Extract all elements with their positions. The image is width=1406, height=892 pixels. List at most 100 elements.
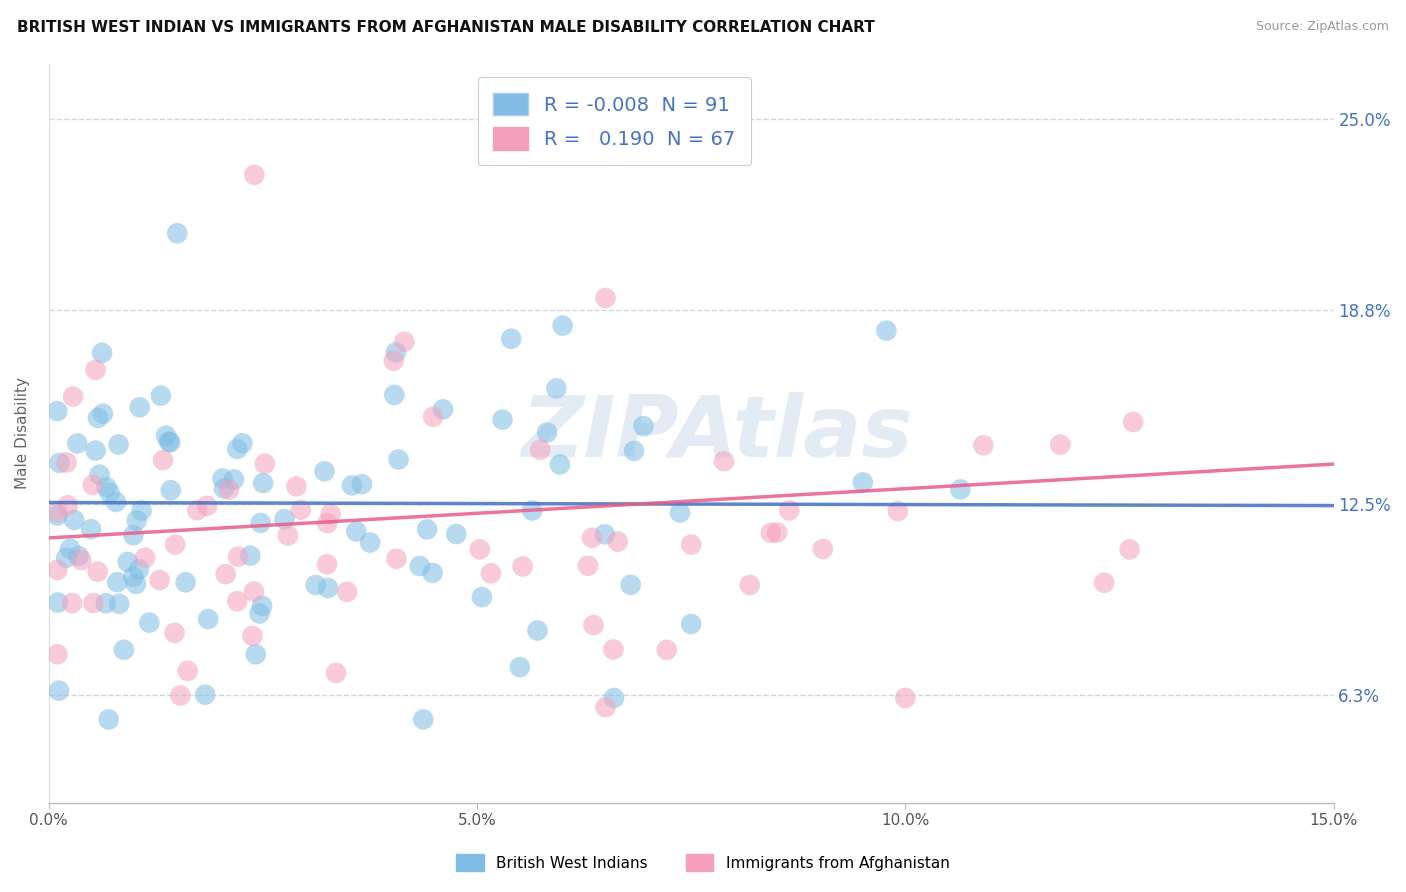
Point (875, 324, 897, 338)
Point (94, 596, 117, 610)
Point (738, 578, 761, 592)
Point (186, 503, 208, 517)
Point (149, 389, 172, 403)
Point (526, 624, 548, 638)
Point (122, 570, 145, 584)
Point (166, 227, 188, 241)
Point (382, 388, 405, 402)
Point (211, 471, 233, 485)
Point (48, 456, 70, 470)
Point (70, 553, 93, 567)
Point (105, 575, 128, 590)
Legend: R = -0.008  N = 91, R =   0.190  N = 67: R = -0.008 N = 91, R = 0.190 N = 67 (478, 78, 751, 165)
Point (422, 566, 444, 580)
Point (176, 664, 198, 678)
Point (394, 334, 416, 349)
Point (125, 577, 148, 591)
Point (86, 565, 108, 579)
Point (536, 425, 558, 440)
Point (138, 615, 160, 630)
Point (633, 419, 655, 434)
Point (242, 629, 264, 643)
Point (603, 690, 626, 705)
Point (1092, 575, 1115, 590)
Point (972, 438, 994, 452)
Point (46, 505, 69, 519)
Point (548, 458, 571, 472)
Point (512, 559, 534, 574)
Point (949, 483, 972, 497)
Point (655, 643, 678, 657)
Point (422, 409, 444, 424)
Point (108, 597, 131, 611)
Point (852, 475, 875, 490)
Point (84, 443, 107, 458)
Point (304, 578, 326, 592)
Point (409, 558, 432, 573)
Point (595, 700, 617, 714)
Point (63, 513, 86, 527)
Point (148, 573, 170, 587)
Point (412, 713, 434, 727)
Point (623, 443, 645, 458)
Point (84, 363, 107, 377)
Point (91, 407, 114, 421)
Point (479, 566, 502, 581)
Point (46, 596, 69, 610)
Point (107, 437, 129, 451)
Point (226, 549, 249, 564)
Point (48, 683, 70, 698)
Point (576, 558, 599, 573)
Point (62, 390, 84, 404)
Point (340, 478, 363, 492)
Point (67, 549, 90, 563)
Point (319, 507, 342, 521)
Point (359, 535, 381, 549)
Point (1118, 542, 1140, 557)
Point (194, 688, 217, 702)
Point (250, 599, 273, 613)
Point (159, 483, 181, 498)
Point (82, 478, 104, 492)
Text: Source: ZipAtlas.com: Source: ZipAtlas.com (1256, 20, 1389, 33)
Point (620, 578, 643, 592)
Point (509, 660, 531, 674)
Point (385, 551, 408, 566)
Point (218, 483, 240, 497)
Point (46, 508, 69, 523)
Point (602, 642, 624, 657)
Point (243, 168, 266, 182)
Point (766, 525, 789, 540)
Text: ZIPAtlas: ZIPAtlas (522, 392, 912, 475)
Point (759, 525, 782, 540)
Point (97, 713, 120, 727)
Point (344, 524, 367, 539)
Point (163, 625, 186, 640)
Point (55, 550, 77, 565)
Point (285, 479, 308, 493)
Text: BRITISH WEST INDIAN VS IMMIGRANTS FROM AFGHANISTAN MALE DISABILITY CORRELATION C: BRITISH WEST INDIAN VS IMMIGRANTS FROM A… (17, 20, 875, 35)
Point (117, 555, 139, 569)
Point (336, 584, 359, 599)
Point (125, 513, 148, 527)
Point (87, 411, 110, 425)
Point (214, 567, 236, 582)
Point (98, 485, 121, 500)
Point (290, 502, 312, 516)
Point (593, 527, 616, 541)
Point (59, 541, 82, 556)
Point (60, 596, 83, 610)
Point (582, 618, 605, 632)
Point (546, 381, 568, 395)
Point (501, 332, 523, 346)
Point (385, 345, 408, 359)
Point (231, 436, 253, 450)
Point (46, 404, 69, 418)
Y-axis label: Male Disability: Male Disability (15, 377, 30, 490)
Point (681, 617, 703, 632)
Point (249, 607, 271, 621)
Point (131, 503, 153, 517)
Point (46, 563, 69, 577)
Point (96, 480, 118, 494)
Point (446, 527, 468, 541)
